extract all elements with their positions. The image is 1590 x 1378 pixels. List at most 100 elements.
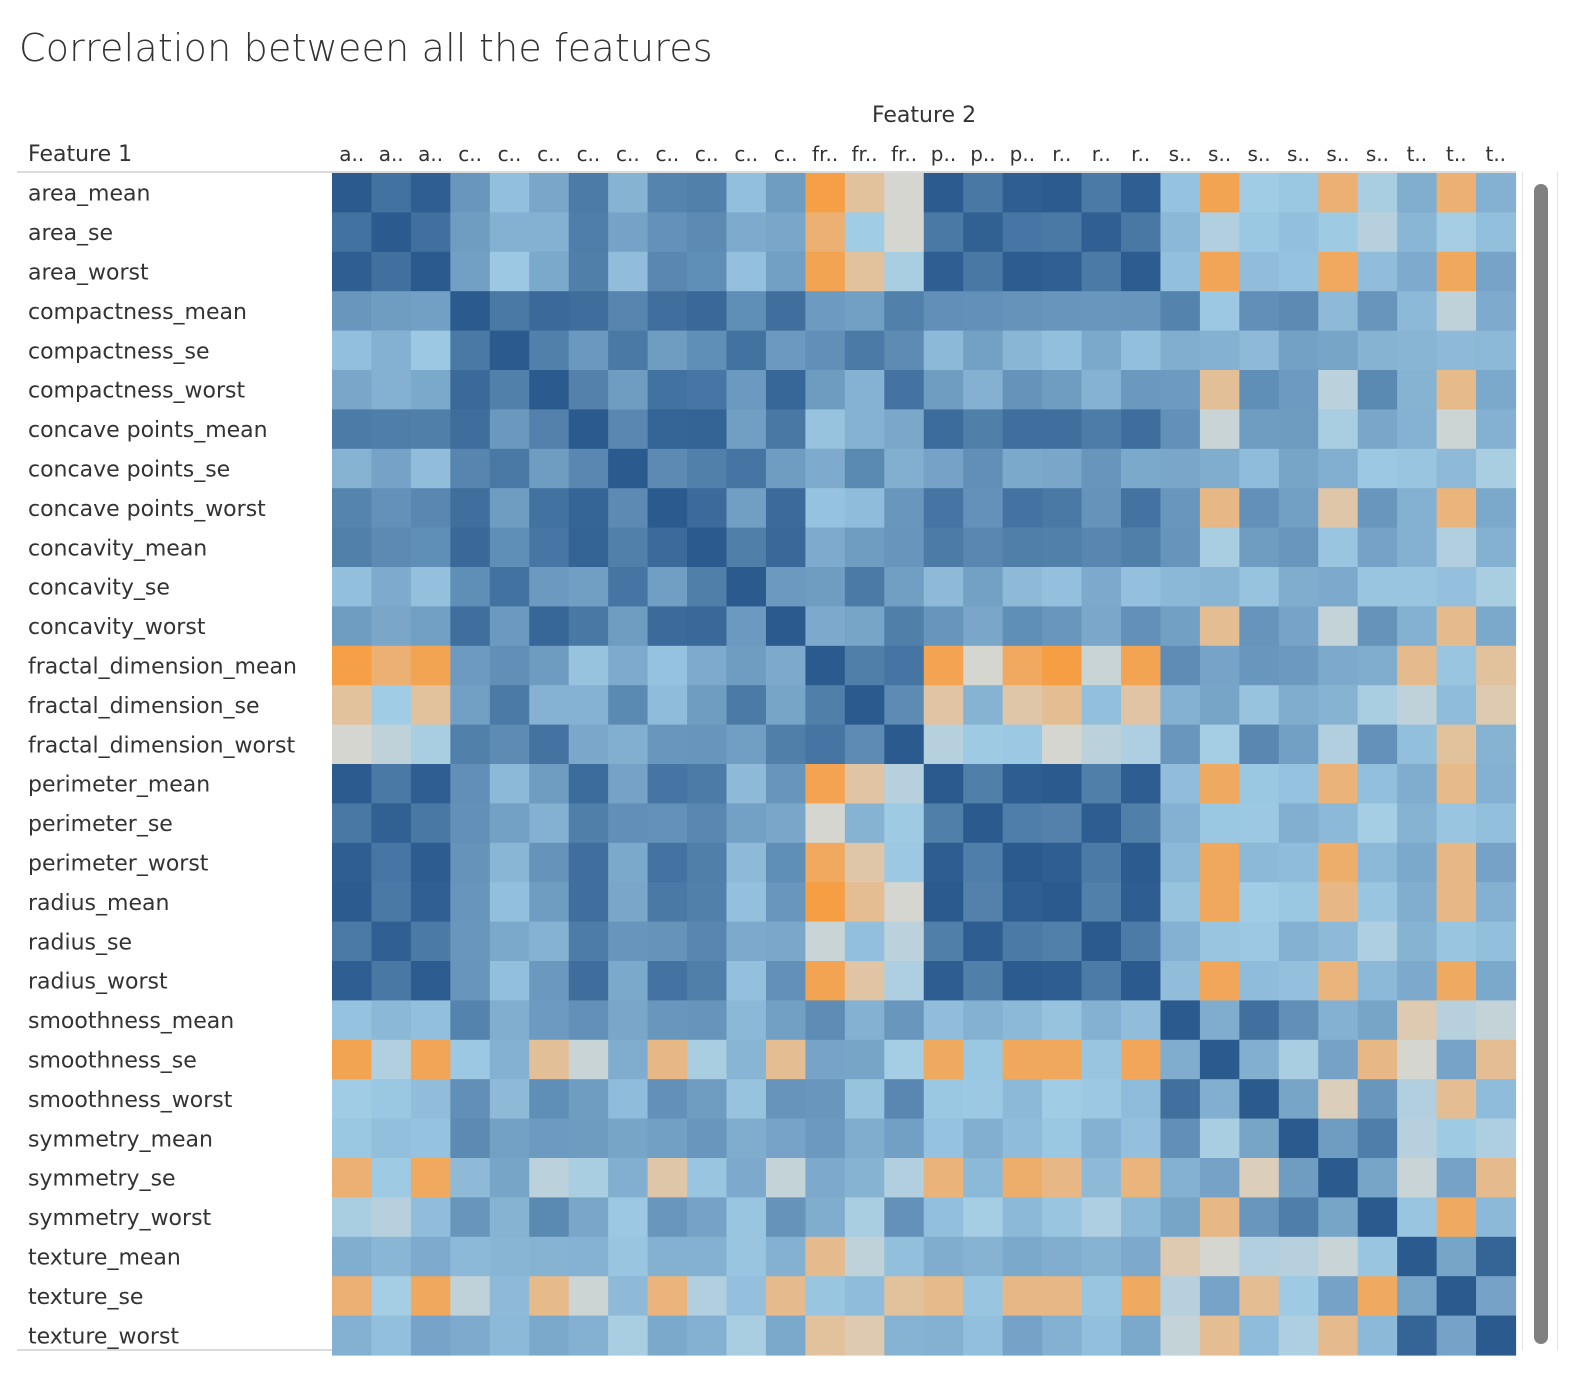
heatmap-cell: [1436, 1118, 1477, 1159]
heatmap-cell: [489, 1158, 530, 1198]
heatmap-cell: [765, 842, 806, 883]
heatmap-cell: [1081, 685, 1122, 726]
heatmap-cell: [450, 1000, 491, 1041]
heatmap-cell: [765, 685, 806, 726]
heatmap-cell: [1318, 1000, 1359, 1041]
heatmap-cell: [1357, 370, 1398, 410]
x-tick-label: r..: [1092, 142, 1111, 166]
heatmap-cell: [1002, 1197, 1043, 1238]
x-tick-label: s..: [1247, 142, 1270, 166]
vertical-scrollbar-thumb[interactable]: [1534, 184, 1548, 1344]
heatmap-cell: [332, 961, 373, 1001]
heatmap-cell: [489, 173, 530, 213]
heatmap-cell: [1002, 1276, 1043, 1317]
heatmap-cell: [923, 1079, 964, 1120]
heatmap-cell: [687, 448, 728, 489]
heatmap-cell: [923, 685, 964, 726]
y-tick-label: compactness_mean: [28, 300, 247, 325]
heatmap-cell: [332, 251, 373, 292]
heatmap-cell: [884, 251, 925, 292]
heatmap-cell: [1318, 724, 1359, 765]
heatmap-cell: [1002, 212, 1043, 253]
heatmap-cell: [489, 1197, 530, 1238]
heatmap-cell: [1436, 921, 1477, 962]
heatmap-cell: [765, 724, 806, 765]
heatmap-cell: [1436, 488, 1477, 529]
heatmap-cell: [1436, 1276, 1477, 1317]
heatmap-cell: [726, 685, 767, 726]
heatmap-cell: [1476, 961, 1517, 1001]
heatmap-cell: [371, 251, 412, 292]
heatmap-cell: [1318, 803, 1359, 844]
heatmap-cell: [1357, 1236, 1398, 1277]
heatmap-cell: [1397, 488, 1438, 529]
heatmap-cell: [1318, 1118, 1359, 1159]
heatmap-cell: [489, 685, 530, 726]
heatmap-cell: [1239, 1039, 1280, 1080]
heatmap-cell: [1081, 1079, 1122, 1120]
heatmap-cell: [1160, 961, 1201, 1001]
heatmap-cell: [963, 1118, 1004, 1159]
heatmap-cell: [687, 1158, 728, 1198]
heatmap-cell: [726, 212, 767, 253]
heatmap-cell: [1121, 921, 1162, 962]
y-tick-label: concave points_se: [28, 458, 230, 483]
heatmap-cell: [765, 1039, 806, 1080]
heatmap-cell: [647, 488, 688, 529]
heatmap-cell: [1081, 291, 1122, 332]
heatmap-cell: [844, 1197, 885, 1238]
y-tick-label: fractal_dimension_se: [28, 694, 260, 719]
heatmap-cell: [371, 488, 412, 529]
heatmap-cell: [1239, 685, 1280, 726]
heatmap-cell: [884, 1000, 925, 1041]
heatmap-cell: [1199, 921, 1240, 962]
heatmap-cell: [608, 645, 649, 686]
heatmap-cell: [1002, 251, 1043, 292]
heatmap-cell: [1318, 882, 1359, 923]
heatmap-cell: [1278, 764, 1319, 804]
heatmap-cell: [410, 921, 451, 962]
heatmap-cell: [1160, 1079, 1201, 1120]
heatmap-cell: [687, 567, 728, 607]
heatmap-cell: [963, 527, 1004, 568]
heatmap-cell: [844, 1158, 885, 1198]
heatmap-cell: [1476, 1079, 1517, 1120]
heatmap-cell: [1160, 1276, 1201, 1317]
heatmap-cell: [647, 1276, 688, 1317]
heatmap-cell: [1476, 173, 1517, 213]
heatmap-cell: [726, 488, 767, 529]
heatmap-cell: [568, 409, 609, 450]
heatmap-cell: [332, 1118, 373, 1159]
heatmap-cell: [726, 370, 767, 410]
heatmap-cell: [1160, 1158, 1201, 1198]
heatmap-cell: [1436, 527, 1477, 568]
heatmap-cell: [1042, 1118, 1083, 1159]
heatmap-cell: [1042, 1276, 1083, 1317]
heatmap-cell: [568, 764, 609, 804]
heatmap-cell: [923, 1315, 964, 1356]
heatmap-cell: [884, 645, 925, 686]
heatmap-cell: [450, 1236, 491, 1277]
heatmap-cell: [1042, 961, 1083, 1001]
heatmap-cell: [647, 606, 688, 647]
heatmap-cell: [1318, 488, 1359, 529]
heatmap-cell: [923, 764, 964, 804]
heatmap-cell: [410, 1276, 451, 1317]
heatmap-cell: [1042, 251, 1083, 292]
heatmap-cell: [450, 448, 491, 489]
heatmap-cell: [687, 606, 728, 647]
heatmap-cell: [489, 409, 530, 450]
heatmap-cell: [1436, 803, 1477, 844]
heatmap-cell: [963, 645, 1004, 686]
heatmap-cell: [1199, 448, 1240, 489]
heatmap-cell: [647, 724, 688, 765]
heatmap-cell: [1397, 409, 1438, 450]
heatmap-cell: [1121, 488, 1162, 529]
heatmap-cell: [923, 527, 964, 568]
heatmap-cell: [1476, 764, 1517, 804]
heatmap-cell: [1318, 606, 1359, 647]
heatmap-cell: [687, 1039, 728, 1080]
heatmap-cell: [1199, 527, 1240, 568]
heatmap-cell: [410, 1197, 451, 1238]
heatmap-cell: [371, 606, 412, 647]
